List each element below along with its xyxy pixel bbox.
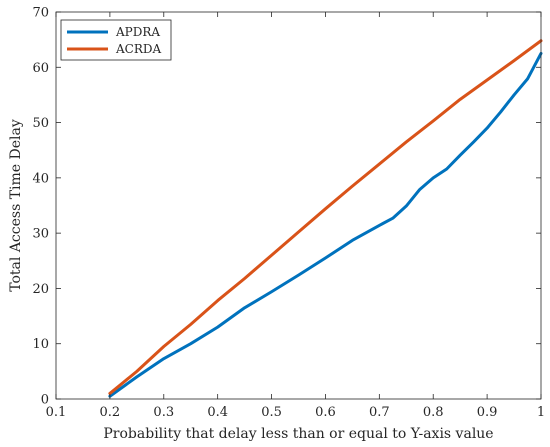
y-axis-title: Total Access Time Delay: [8, 119, 24, 292]
y-tick-label: 60: [32, 61, 49, 76]
y-tick-label: 70: [32, 6, 49, 21]
legend-box: [60, 19, 172, 61]
y-tick-label: 10: [32, 337, 49, 352]
y-tick-label: 40: [32, 171, 49, 186]
series-line-apdra: [108, 51, 543, 398]
x-axis-title: Probability that delay less than or equa…: [103, 426, 493, 442]
series-line-acrda: [108, 39, 543, 395]
legend: APDRA ACRDA: [60, 19, 172, 61]
y-tick-label: 50: [32, 116, 49, 131]
axes-box: [55, 11, 542, 400]
x-tick-label: 0.6: [315, 405, 336, 420]
x-tick-label: 0.9: [477, 405, 498, 420]
x-tick-label: 0.2: [100, 405, 121, 420]
x-tick-label: 0.1: [46, 405, 67, 420]
y-tick-label: 0: [41, 393, 49, 408]
x-tick-label: 0.3: [153, 405, 174, 420]
y-tick-label: 20: [32, 282, 49, 297]
y-tick-label: 30: [32, 227, 49, 242]
plot-area: [56, 12, 541, 399]
legend-label-apdra: APDRA: [115, 25, 160, 39]
ticks-layer: 0.1 0.2 0.3 0.4 0.5 0.6 0.7 0.8 0.9 1010203040506…: [32, 6, 545, 421]
x-tick-label: 0.8: [423, 405, 444, 420]
legend-label-acrda: ACRDA: [115, 42, 162, 56]
x-tick-label: 1: [537, 405, 545, 420]
x-tick-label: 0.5: [261, 405, 282, 420]
axes-layer: [55, 11, 542, 400]
x-tick-label: 0.4: [207, 405, 228, 420]
series-layer: [108, 39, 543, 398]
x-tick-label: 0.7: [369, 405, 390, 420]
